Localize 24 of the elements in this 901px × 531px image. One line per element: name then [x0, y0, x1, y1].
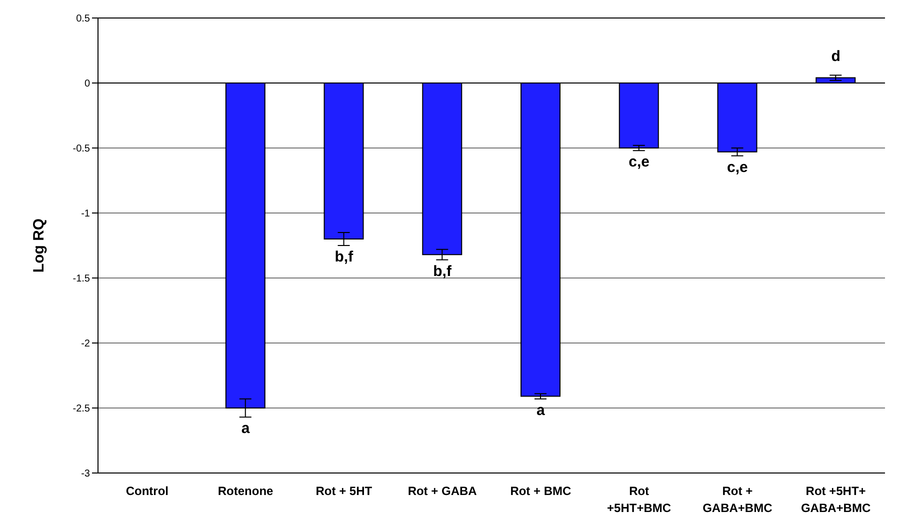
x-tick-label: Rot + BMC: [510, 484, 572, 498]
x-tick-label: Control: [126, 484, 169, 498]
y-tick-label: 0: [84, 78, 90, 90]
y-tick-label: -1: [81, 208, 90, 220]
x-tick-label: Rot +5HT+ GABA+BMC: [800, 484, 871, 515]
annotation: c,e: [727, 158, 748, 176]
y-tick-label: -1.5: [72, 274, 90, 285]
x-tick-label: Rot + GABA: [408, 484, 478, 498]
annotation: c,e: [628, 154, 650, 171]
x-tick-label: Rot + GABA+BMC: [702, 484, 773, 515]
y-tick-label: -2: [81, 338, 90, 350]
annotation: b,f: [334, 248, 354, 266]
y-tick-label: 0.5: [76, 14, 90, 25]
annotation: a: [241, 420, 250, 438]
x-tick-label: Rotenone: [218, 484, 274, 498]
x-tick-label: Rot + 5HT: [316, 484, 373, 498]
annotation: d: [831, 48, 840, 66]
y-tick-label: -3: [81, 468, 90, 480]
annotation: a: [536, 402, 546, 419]
y-tick-label: -2.5: [72, 404, 90, 415]
y-axis-title: Log RQ: [30, 218, 48, 273]
y-tick-label: -0.5: [72, 144, 90, 155]
annotation: b,f: [433, 262, 452, 280]
x-tick-label: Rot +5HT+BMC: [607, 484, 672, 515]
